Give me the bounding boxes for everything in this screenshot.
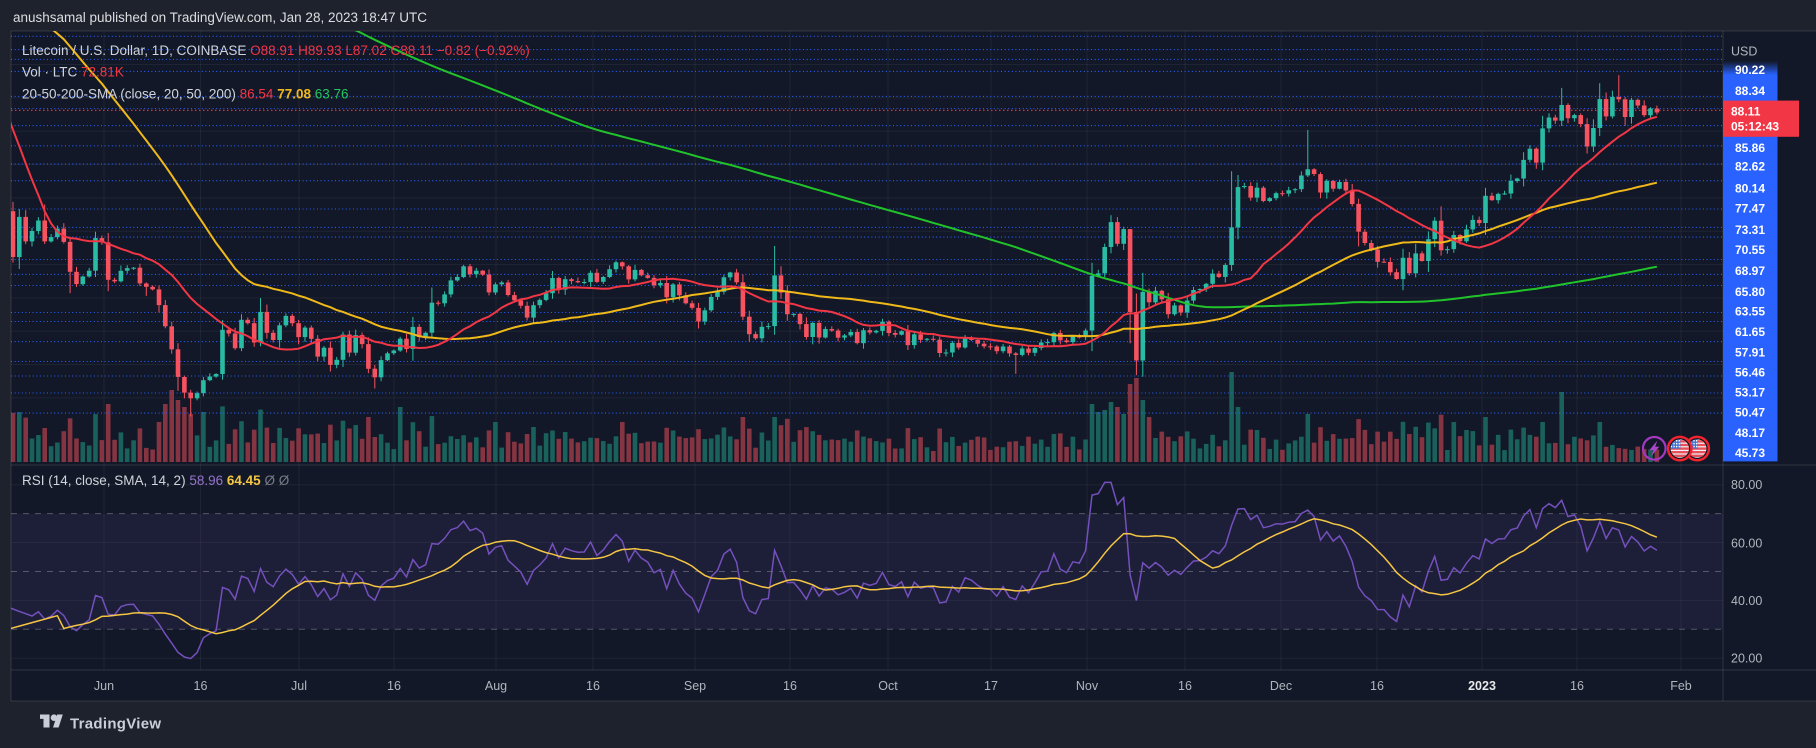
svg-text:Jun: Jun [94,679,114,693]
svg-text:RSI (14, close, SMA, 14, 2) 58: RSI (14, close, SMA, 14, 2) 58.96 64.45 … [22,473,290,488]
svg-text:60.00: 60.00 [1731,537,1762,551]
svg-text:16: 16 [783,679,797,693]
svg-text:90.22: 90.22 [1735,63,1765,77]
svg-text:63.55: 63.55 [1735,304,1765,318]
svg-text:48.17: 48.17 [1735,426,1765,440]
svg-text:2023: 2023 [1468,679,1496,693]
svg-text:53.17: 53.17 [1735,386,1765,400]
svg-text:88.11: 88.11 [1731,105,1761,119]
svg-text:61.65: 61.65 [1735,325,1765,339]
svg-text:Feb: Feb [1670,679,1692,693]
svg-text:68.97: 68.97 [1735,264,1765,278]
svg-text:17: 17 [984,679,998,693]
svg-text:16: 16 [586,679,600,693]
svg-text:TradingView: TradingView [70,716,161,733]
svg-text:20.00: 20.00 [1731,651,1762,665]
svg-text:80.00: 80.00 [1731,478,1762,492]
svg-text:Nov: Nov [1076,679,1099,693]
svg-text:16: 16 [1570,679,1584,693]
svg-text:Oct: Oct [878,679,898,693]
svg-text:16: 16 [1178,679,1192,693]
svg-text:82.62: 82.62 [1735,160,1765,174]
svg-text:45.73: 45.73 [1735,446,1765,460]
svg-text:Litecoin / U.S. Dollar, 1D, CO: Litecoin / U.S. Dollar, 1D, COINBASE O88… [22,43,530,58]
svg-text:85.86: 85.86 [1735,141,1765,155]
svg-text:Jul: Jul [291,679,307,693]
svg-text:Vol · LTC 72.81K: Vol · LTC 72.81K [22,65,124,80]
svg-text:anushsamal published on Tradin: anushsamal published on TradingView.com,… [13,10,427,25]
svg-text:20-50-200-SMA (close, 20, 50,: 20-50-200-SMA (close, 20, 50, 200) 86.54… [22,87,349,102]
svg-text:40.00: 40.00 [1731,594,1762,608]
svg-text:77.47: 77.47 [1735,202,1765,216]
svg-text:50.47: 50.47 [1735,405,1765,419]
svg-text:80.14: 80.14 [1735,182,1765,196]
svg-text:Dec: Dec [1270,679,1292,693]
svg-text:USD: USD [1731,45,1757,59]
svg-text:73.31: 73.31 [1735,223,1765,237]
svg-text:05:12:43: 05:12:43 [1731,120,1779,134]
svg-text:16: 16 [1370,679,1384,693]
svg-text:70.55: 70.55 [1735,243,1765,257]
svg-text:57.91: 57.91 [1735,345,1765,359]
svg-text:88.34: 88.34 [1735,84,1765,98]
svg-text:65.80: 65.80 [1735,285,1765,299]
svg-text:Aug: Aug [485,679,507,693]
svg-text:Sep: Sep [684,679,706,693]
svg-text:56.46: 56.46 [1735,366,1765,380]
svg-text:16: 16 [194,679,208,693]
svg-text:16: 16 [387,679,401,693]
